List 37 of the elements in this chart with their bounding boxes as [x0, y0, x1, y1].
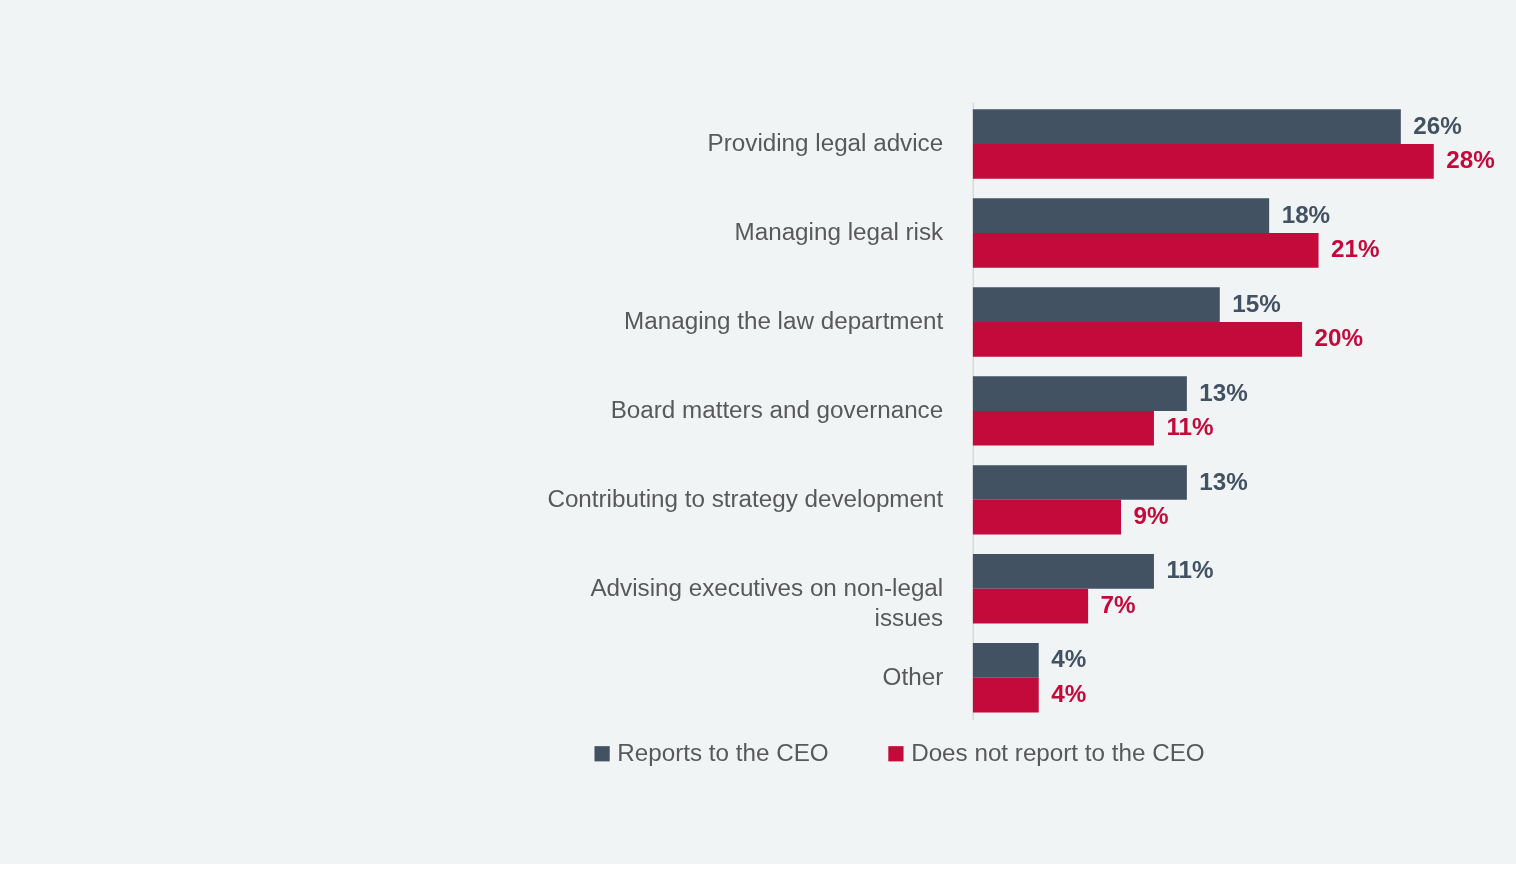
data-label: 26% [1413, 111, 1462, 139]
bar [972, 499, 1122, 535]
data-label: 11% [1166, 413, 1214, 441]
legend-label: Reports to the CEO [617, 738, 829, 766]
data-label: 4% [1051, 645, 1087, 673]
y-tick-label: Managing the law department [624, 306, 944, 334]
bar [972, 410, 1154, 446]
y-tick-label: Managing legal risk [734, 218, 945, 246]
data-label: 18% [1281, 200, 1331, 228]
bar [972, 643, 1039, 678]
bar [972, 554, 1154, 589]
data-label: 15% [1232, 289, 1281, 317]
bar [972, 588, 1089, 624]
y-tick-label: Advising executives on non-legal issues [590, 573, 944, 631]
data-label: 9% [1133, 502, 1169, 530]
data-label: 28% [1446, 146, 1495, 174]
bar [972, 198, 1270, 233]
bar [972, 677, 1039, 713]
data-label: 4% [1051, 680, 1087, 708]
bar [972, 465, 1187, 500]
bar [972, 321, 1303, 357]
data-label: 11% [1166, 556, 1214, 584]
y-tick-label: Providing legal advice [707, 129, 944, 157]
data-label: 20% [1314, 324, 1364, 352]
y-tick-label: Contributing to strategy development [547, 484, 944, 512]
data-label: 7% [1100, 591, 1136, 619]
y-tick-label: Board matters and governance [610, 395, 944, 423]
bar [972, 144, 1434, 179]
bar [972, 287, 1220, 322]
legend-label: Does not report to the CEO [911, 738, 1205, 766]
bar [972, 109, 1401, 145]
data-label: 13% [1199, 378, 1248, 406]
y-tick-label: Other [882, 662, 944, 690]
data-label: 13% [1199, 467, 1248, 495]
bar [972, 376, 1187, 411]
bar [972, 232, 1319, 268]
data-label: 21% [1331, 235, 1380, 263]
